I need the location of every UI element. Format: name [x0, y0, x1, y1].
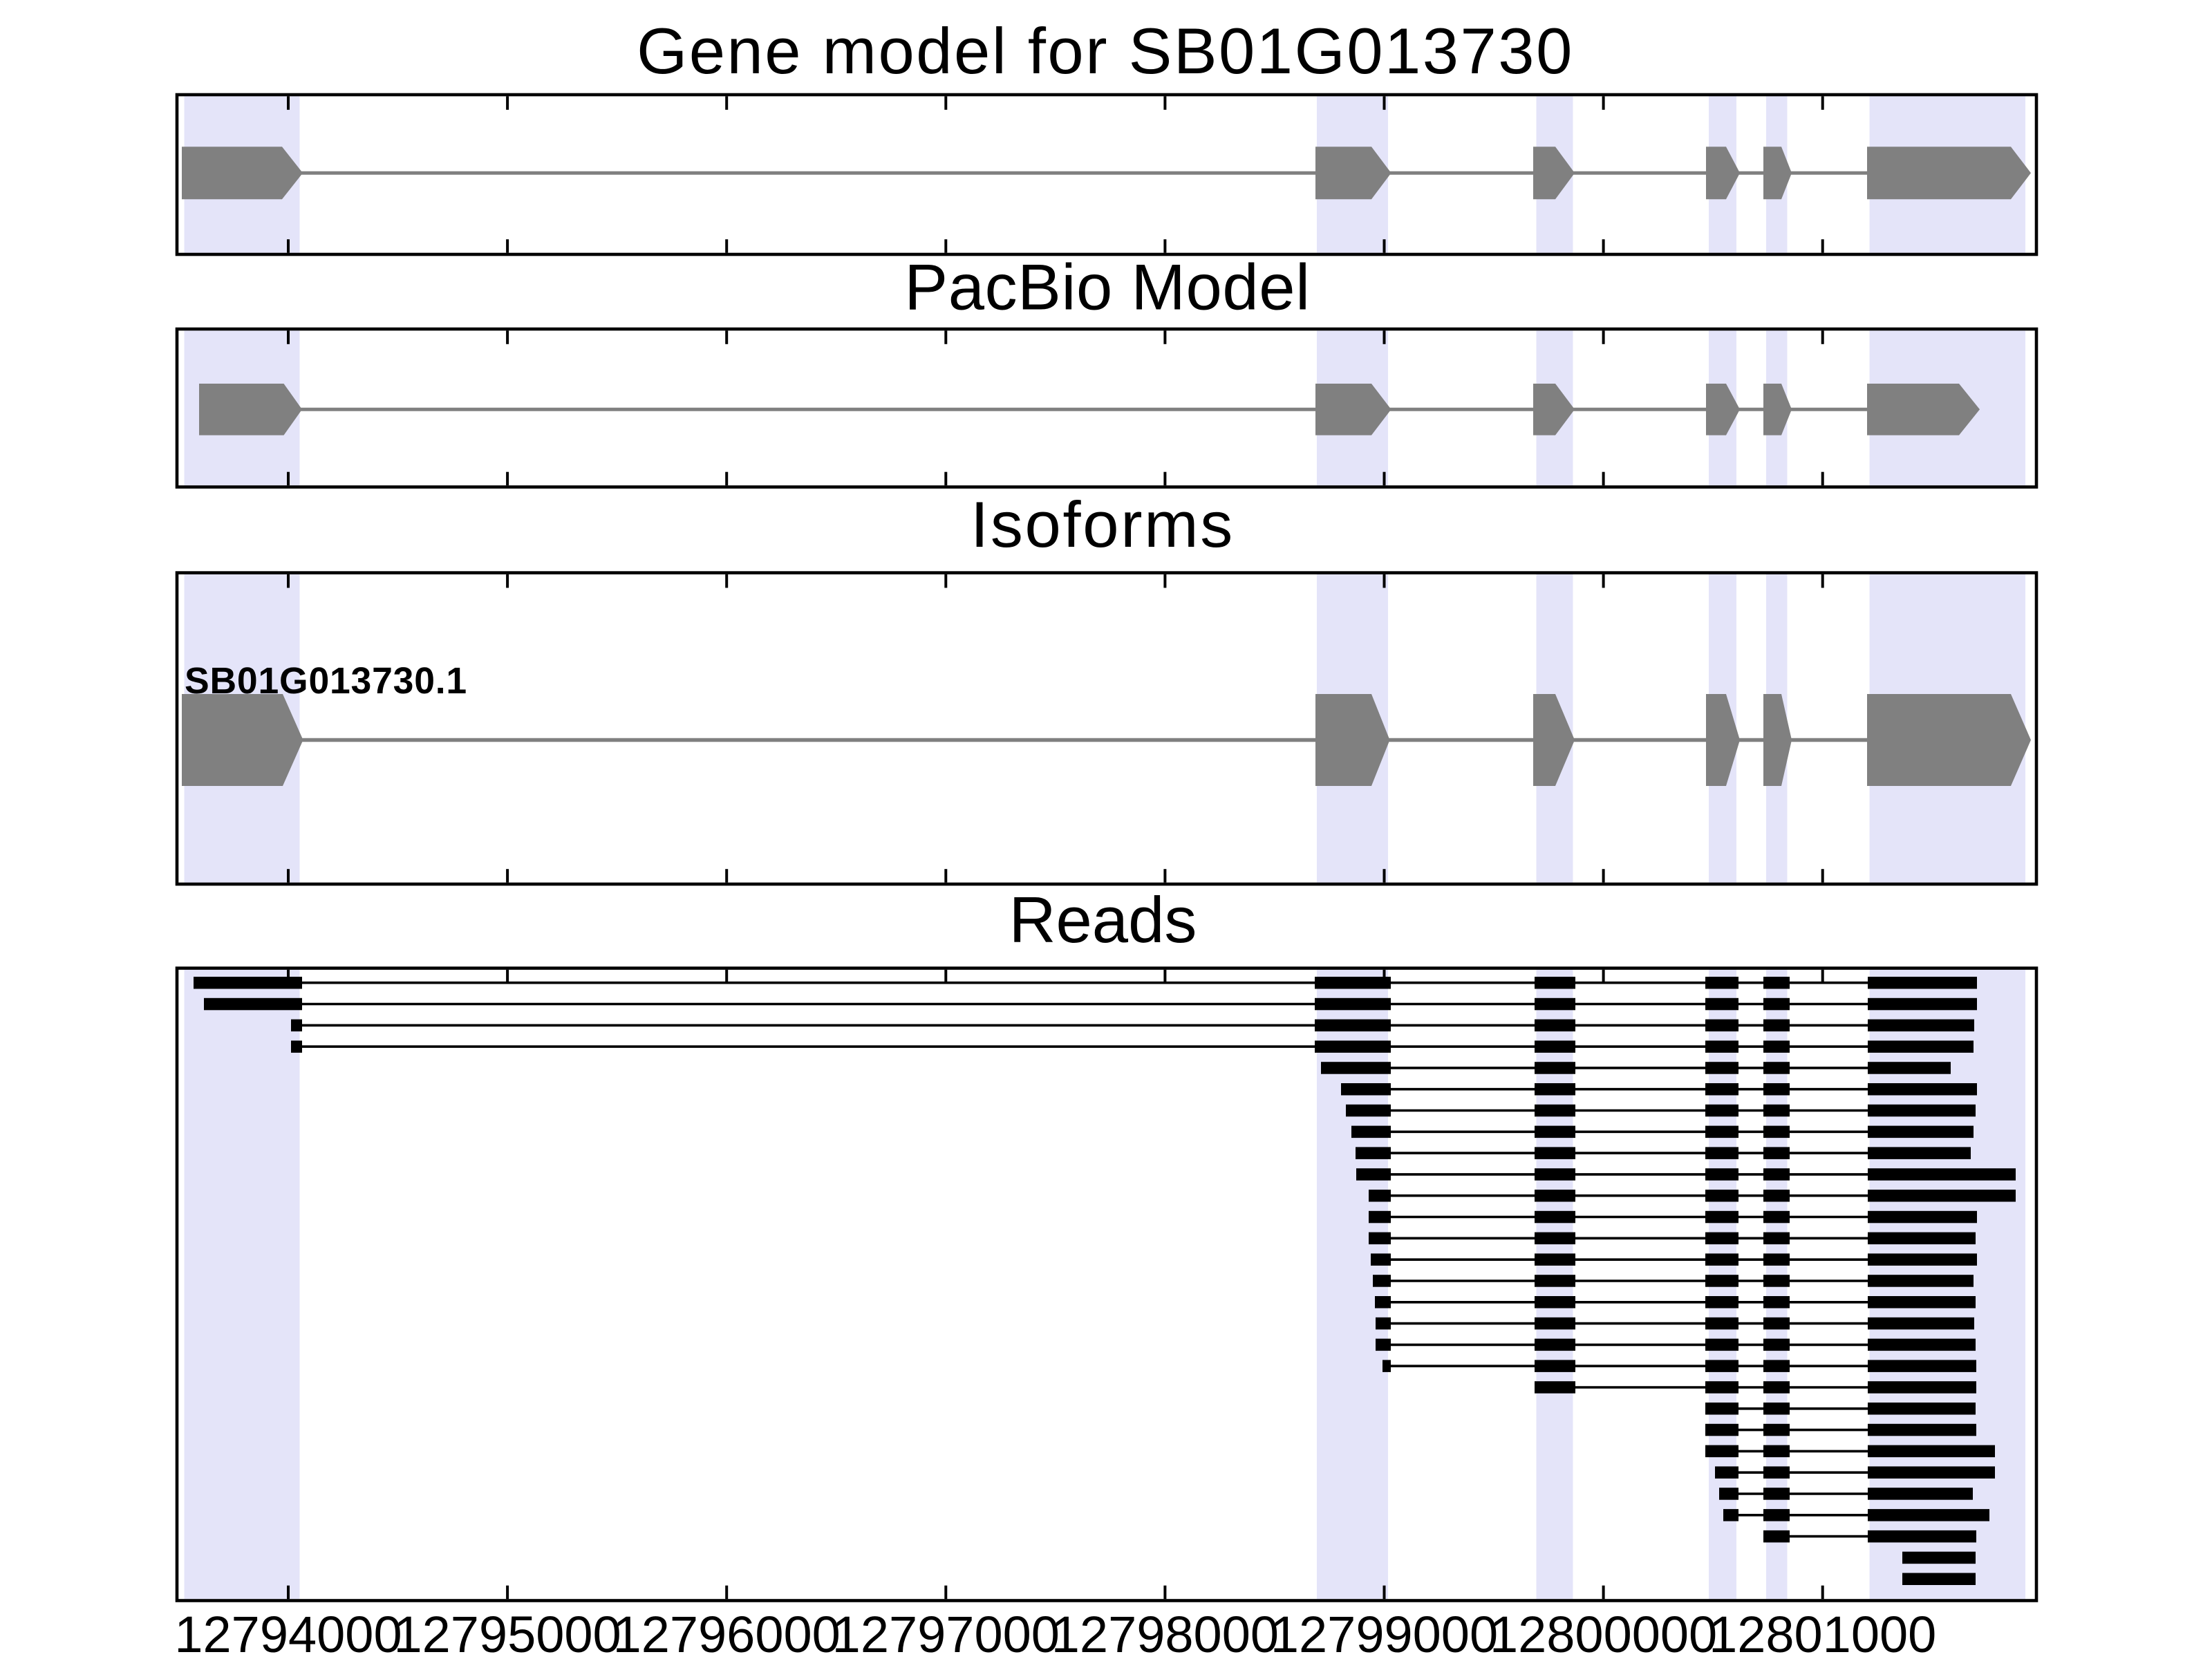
svg-text:12798000: 12798000 — [1051, 1606, 1279, 1659]
svg-text:Isoforms: Isoforms — [971, 488, 1235, 561]
svg-text:Reads: Reads — [1009, 883, 1197, 956]
svg-text:12796000: 12796000 — [613, 1606, 841, 1659]
svg-text:12799000: 12799000 — [1271, 1606, 1498, 1659]
svg-text:12801000: 12801000 — [1709, 1606, 1936, 1659]
svg-text:Gene model for SB01G013730: Gene model for SB01G013730 — [637, 15, 1574, 87]
svg-text:12795000: 12795000 — [393, 1606, 621, 1659]
svg-text:PacBio Model: PacBio Model — [904, 251, 1310, 324]
svg-text:12794000: 12794000 — [174, 1606, 402, 1659]
svg-text:12800000: 12800000 — [1490, 1606, 1717, 1659]
svg-text:SB01G013730.1: SB01G013730.1 — [185, 661, 467, 702]
svg-text:12797000: 12797000 — [832, 1606, 1060, 1659]
